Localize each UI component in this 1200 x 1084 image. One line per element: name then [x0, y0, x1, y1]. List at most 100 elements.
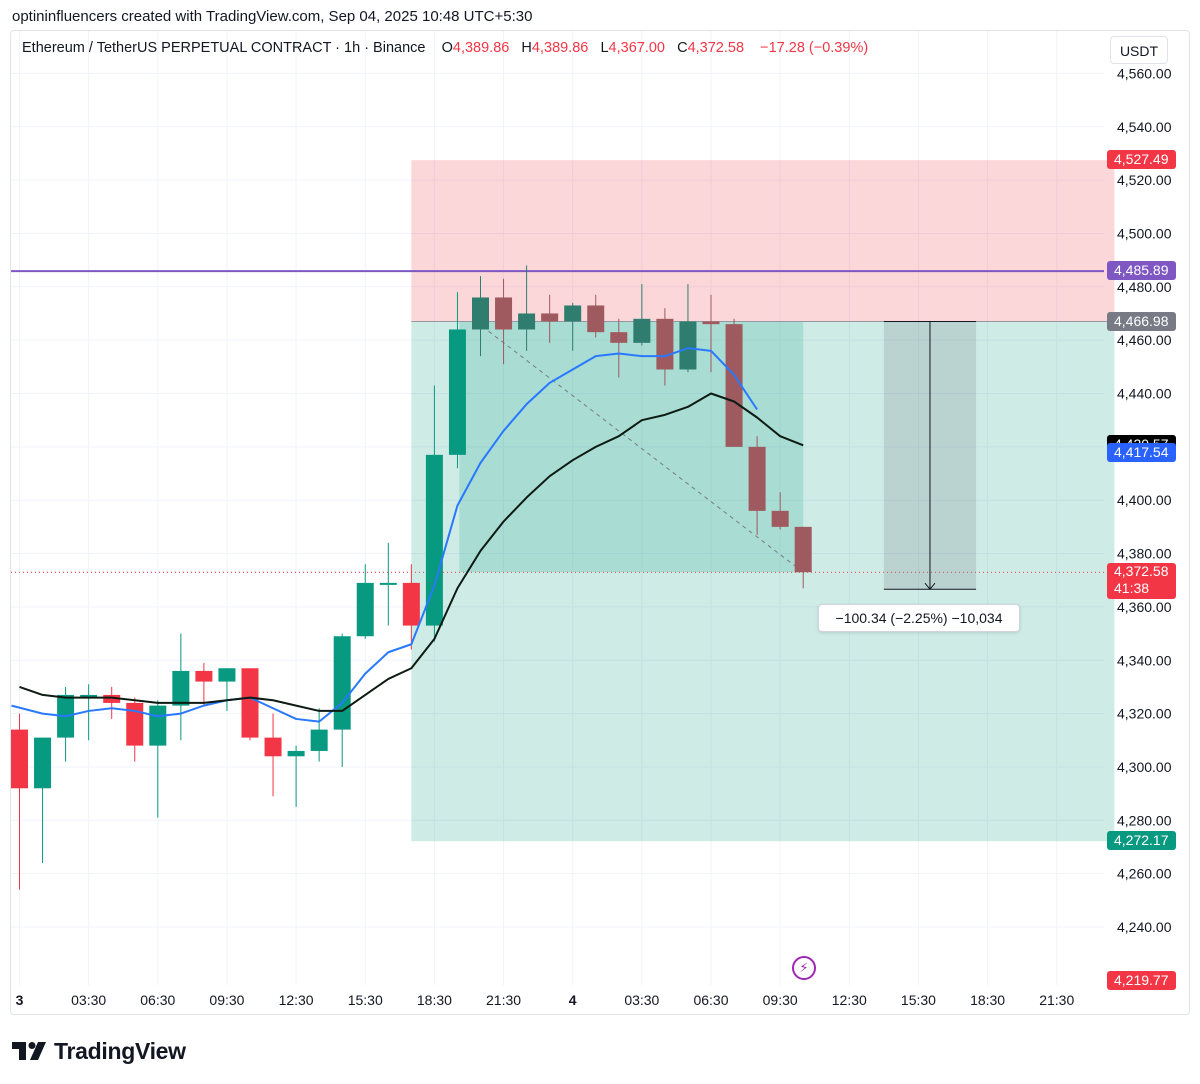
x-axis-tick-label: 09:30	[209, 992, 244, 1008]
ema-slow-line	[19, 392, 804, 712]
candle-body	[310, 729, 328, 751]
x-axis-tick-label: 12:30	[279, 992, 314, 1008]
price-axis-tag: 4,219.77	[1107, 970, 1176, 990]
candle-body	[241, 668, 259, 738]
stop-loss-zone	[411, 160, 1115, 322]
candle-body	[11, 729, 28, 789]
high-value: 4,389.86	[531, 40, 589, 56]
y-axis-tick-label: 4,460.00	[1117, 332, 1172, 348]
candle-body	[448, 329, 466, 455]
measure-label: −100.34 (−2.25%) −10,034	[818, 604, 1020, 632]
y-axis-tick-label: 4,360.00	[1117, 599, 1172, 615]
candle-body	[425, 454, 443, 626]
tradingview-logo-icon	[12, 1042, 46, 1060]
x-axis-tick-label: 3	[16, 992, 24, 1008]
ema-fast-line	[11, 347, 758, 723]
y-axis-tick-label: 4,520.00	[1117, 172, 1172, 188]
price-axis-tag: 4,272.17	[1107, 831, 1176, 851]
candle-body	[771, 510, 789, 527]
candle-body	[218, 668, 236, 682]
x-axis-tick-label: 06:30	[140, 992, 175, 1008]
candle-body	[725, 324, 743, 447]
candle-body	[356, 582, 374, 637]
y-axis-tick-label: 4,440.00	[1117, 386, 1172, 402]
open-pnl-zone	[459, 321, 804, 573]
price-axis-tag: 4,417.54	[1107, 443, 1176, 463]
open-value: 4,389.86	[452, 40, 510, 56]
candle-body	[564, 305, 582, 322]
candle-body	[149, 705, 167, 746]
change-value: −17.28 (−0.39%)	[760, 40, 869, 56]
high-label: H	[521, 40, 532, 56]
candle-body	[195, 670, 213, 682]
candle-body	[495, 297, 513, 330]
x-axis-tick-label: 03:30	[624, 992, 659, 1008]
measure-arrow-head	[924, 582, 936, 590]
y-axis-tick-label: 4,240.00	[1117, 919, 1172, 935]
y-axis-tick-label: 4,480.00	[1117, 279, 1172, 295]
symbol-legend: Ethereum / TetherUS PERPETUAL CONTRACT ·…	[22, 40, 868, 56]
x-axis-tick-label: 12:30	[832, 992, 867, 1008]
y-axis-tick-label: 4,340.00	[1117, 652, 1172, 668]
candle-body	[80, 694, 98, 698]
x-axis-tick-label: 21:30	[1039, 992, 1074, 1008]
close-label: C	[677, 40, 688, 56]
candle-body	[656, 318, 674, 370]
low-value: 4,367.00	[608, 40, 665, 56]
candle-body	[126, 702, 144, 746]
y-axis-tick-label: 4,300.00	[1117, 759, 1172, 775]
candle-body	[172, 670, 190, 706]
take-profit-zone	[411, 321, 1115, 842]
candle-body	[587, 305, 605, 333]
candle-body	[287, 750, 305, 757]
candle-body	[379, 582, 397, 585]
candle-body	[633, 318, 651, 343]
x-axis-tick-label: 15:30	[348, 992, 383, 1008]
y-axis-tick-label: 4,400.00	[1117, 492, 1172, 508]
candle-body	[402, 582, 420, 626]
candle-body	[748, 446, 766, 511]
symbol-name[interactable]: Ethereum / TetherUS PERPETUAL CONTRACT ·…	[22, 40, 426, 56]
y-axis-tick-label: 4,540.00	[1117, 119, 1172, 135]
lightning-event-icon[interactable]: ⚡	[792, 956, 816, 980]
x-axis-tick-label: 18:30	[970, 992, 1005, 1008]
candle-body	[610, 332, 628, 343]
price-axis-tag: 4,527.49	[1107, 150, 1176, 170]
candle-body	[541, 313, 559, 322]
chart-frame	[10, 30, 1190, 1015]
x-axis-tick-label: 09:30	[763, 992, 798, 1008]
x-axis-tick-label: 21:30	[486, 992, 521, 1008]
tradingview-logo[interactable]: TradingView	[12, 1036, 186, 1066]
x-axis-tick-label: 4	[569, 992, 577, 1008]
price-axis-tag: 4,485.89	[1107, 261, 1176, 281]
candle-body	[794, 526, 812, 573]
x-axis-tick-label: 15:30	[901, 992, 936, 1008]
price-axis-tag: 4,466.98	[1107, 311, 1176, 331]
candle-body	[333, 636, 351, 730]
currency-button[interactable]: USDT	[1110, 36, 1168, 64]
candle-body	[518, 313, 536, 330]
candle-body	[679, 321, 697, 370]
y-axis-tick-label: 4,280.00	[1117, 812, 1172, 828]
brand-name: TradingView	[54, 1037, 186, 1064]
close-value: 4,372.58	[687, 40, 745, 56]
attribution-text: optininfluencers created with TradingVie…	[12, 8, 533, 25]
y-axis-tick-label: 4,500.00	[1117, 225, 1172, 241]
bar-countdown: 41:38	[1114, 580, 1150, 597]
last-price-tag: 4,372.58 41:38	[1107, 563, 1176, 600]
last-price-value: 4,372.58	[1114, 563, 1169, 580]
x-axis-tick-label: 18:30	[417, 992, 452, 1008]
y-axis-tick-label: 4,320.00	[1117, 706, 1172, 722]
y-axis-tick-label: 4,260.00	[1117, 866, 1172, 882]
candle-body	[34, 737, 52, 789]
candle-body	[264, 737, 282, 757]
open-label: O	[441, 40, 453, 56]
y-axis-tick-label: 4,560.00	[1117, 65, 1172, 81]
candle-body	[702, 321, 720, 325]
candle-body	[472, 297, 489, 330]
low-label: L	[600, 40, 609, 56]
x-axis-tick-label: 03:30	[71, 992, 106, 1008]
candle-body	[103, 694, 121, 703]
y-axis-tick-label: 4,380.00	[1117, 546, 1172, 562]
